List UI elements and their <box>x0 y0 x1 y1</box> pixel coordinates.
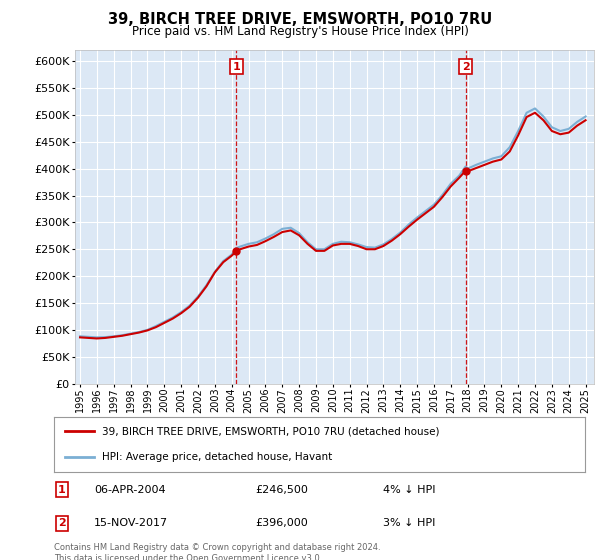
Text: 39, BIRCH TREE DRIVE, EMSWORTH, PO10 7RU (detached house): 39, BIRCH TREE DRIVE, EMSWORTH, PO10 7RU… <box>102 427 439 436</box>
Text: Price paid vs. HM Land Registry's House Price Index (HPI): Price paid vs. HM Land Registry's House … <box>131 25 469 38</box>
Text: £246,500: £246,500 <box>256 485 308 495</box>
Text: HPI: Average price, detached house, Havant: HPI: Average price, detached house, Hava… <box>102 452 332 461</box>
Text: 4% ↓ HPI: 4% ↓ HPI <box>383 485 436 495</box>
Text: 2: 2 <box>462 62 469 72</box>
Text: 15-NOV-2017: 15-NOV-2017 <box>94 518 168 528</box>
Text: 1: 1 <box>58 485 66 495</box>
Text: 3% ↓ HPI: 3% ↓ HPI <box>383 518 436 528</box>
Text: 06-APR-2004: 06-APR-2004 <box>94 485 166 495</box>
Text: Contains HM Land Registry data © Crown copyright and database right 2024.
This d: Contains HM Land Registry data © Crown c… <box>54 543 380 560</box>
Text: 2: 2 <box>58 518 66 528</box>
Text: 1: 1 <box>232 62 240 72</box>
Text: 39, BIRCH TREE DRIVE, EMSWORTH, PO10 7RU: 39, BIRCH TREE DRIVE, EMSWORTH, PO10 7RU <box>108 12 492 27</box>
Text: £396,000: £396,000 <box>256 518 308 528</box>
